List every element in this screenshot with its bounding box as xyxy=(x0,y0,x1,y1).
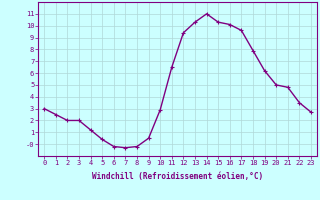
X-axis label: Windchill (Refroidissement éolien,°C): Windchill (Refroidissement éolien,°C) xyxy=(92,172,263,181)
